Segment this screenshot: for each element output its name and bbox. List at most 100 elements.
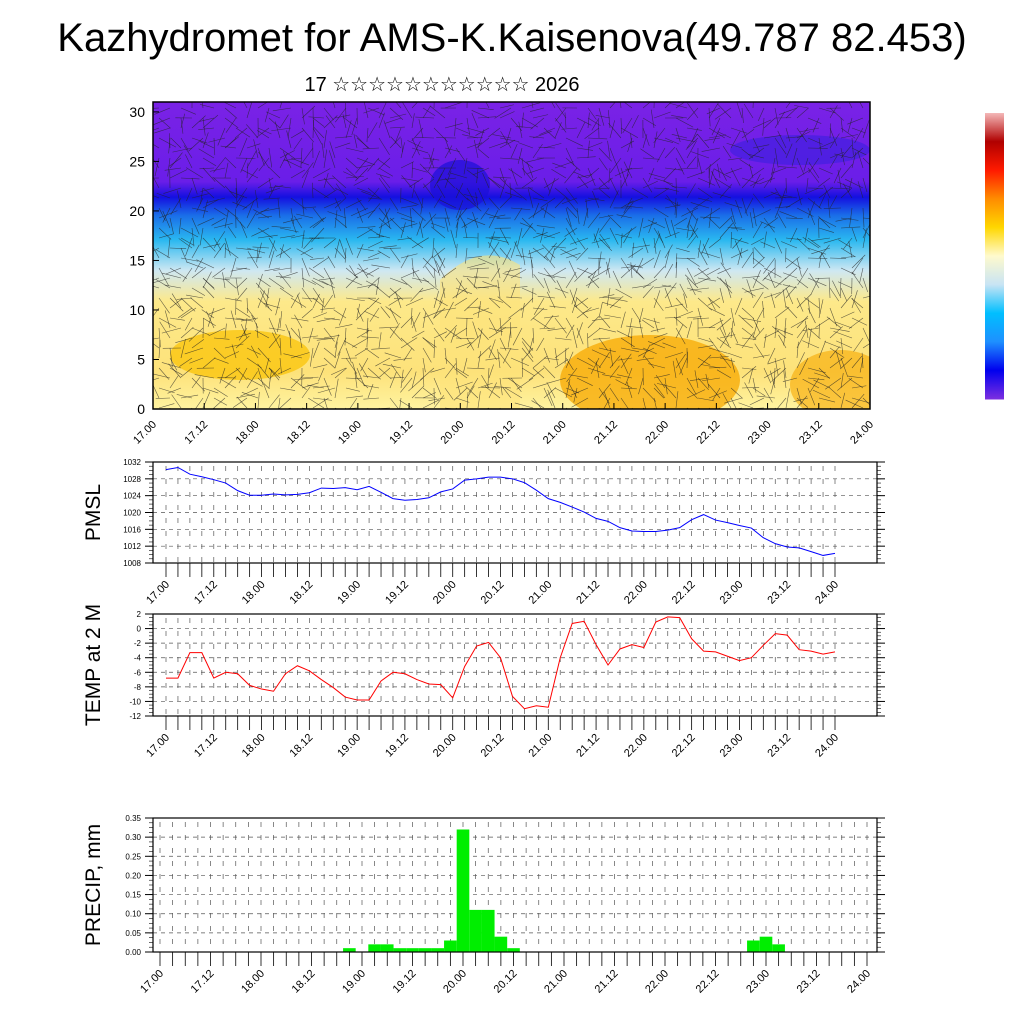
wind-barb xyxy=(395,291,402,309)
wind-barb xyxy=(367,383,374,399)
wind-barb xyxy=(796,330,807,349)
wind-barb xyxy=(351,117,358,136)
wind-barb xyxy=(599,316,611,329)
wind-barb xyxy=(163,187,182,194)
wind-barb xyxy=(739,159,754,169)
precip-bar xyxy=(444,940,457,952)
wind-barb xyxy=(843,237,853,250)
wind-barb xyxy=(235,332,252,339)
wind-barb xyxy=(339,307,347,326)
wind-barb xyxy=(785,285,797,299)
wind-barb xyxy=(169,375,179,389)
wind-barb xyxy=(547,389,556,409)
precip-bar xyxy=(380,944,394,952)
wind-barb xyxy=(351,337,369,348)
wind-barb xyxy=(499,195,513,209)
wind-barb xyxy=(555,102,567,119)
wind-barb xyxy=(278,272,292,289)
wind-barb xyxy=(730,387,743,399)
wind-barb xyxy=(697,354,712,369)
wind-barb xyxy=(265,187,281,194)
wind-barb xyxy=(488,141,507,149)
wind-barb xyxy=(463,236,479,239)
wind-barb xyxy=(603,397,611,409)
wind-barb xyxy=(708,238,722,249)
wind-barb xyxy=(851,127,866,134)
wind-barb xyxy=(575,296,589,309)
wind-barb xyxy=(783,194,798,199)
wind-barb xyxy=(737,247,743,265)
wind-barb xyxy=(329,278,336,299)
wind-barb xyxy=(497,279,501,299)
wind-barb xyxy=(275,247,292,257)
wind-barb xyxy=(806,177,809,193)
wind-barb xyxy=(323,347,336,358)
wind-barb xyxy=(840,287,848,302)
wind-barb xyxy=(782,284,798,289)
wind-barb xyxy=(383,247,402,249)
wind-barb xyxy=(466,137,483,139)
wind-barb xyxy=(510,269,527,279)
wind-barb xyxy=(533,297,545,315)
wind-barb xyxy=(674,197,677,215)
wind-barb xyxy=(279,337,282,356)
wind-barb xyxy=(290,352,310,359)
wind-barb xyxy=(235,187,238,207)
wind-barb xyxy=(609,120,615,139)
wind-barb xyxy=(528,247,545,255)
wind-barb xyxy=(686,287,702,293)
precip-bar xyxy=(393,948,407,952)
wind-barb xyxy=(675,353,686,369)
wind-barb xyxy=(505,192,523,199)
wind-barb xyxy=(845,399,864,409)
wind-barb xyxy=(323,397,328,409)
wind-barb xyxy=(664,244,673,259)
wind-barb xyxy=(537,295,556,299)
wind-barb xyxy=(727,352,743,359)
wind-barb xyxy=(484,385,501,399)
wind-barb xyxy=(760,221,776,229)
wind-barb xyxy=(321,297,325,313)
wind-barb xyxy=(756,307,765,321)
wind-barb xyxy=(455,367,469,377)
wind-barb xyxy=(502,347,512,364)
wind-barb xyxy=(640,148,655,159)
wind-barb xyxy=(334,142,351,149)
wind-barb xyxy=(828,278,831,299)
wind-barb xyxy=(278,397,281,409)
wind-barb xyxy=(616,330,633,339)
wind-barb xyxy=(168,157,182,167)
wind-barb xyxy=(774,201,782,219)
wind-barb xyxy=(257,102,269,109)
wind-barb xyxy=(264,267,281,272)
wind-barb xyxy=(488,127,501,138)
wind-barb xyxy=(543,127,556,139)
wind-barb xyxy=(612,270,622,289)
wind-barb xyxy=(686,127,702,131)
wind-barb xyxy=(175,337,193,343)
wind-barb xyxy=(378,332,382,349)
wind-barb xyxy=(543,347,551,363)
wind-barb xyxy=(367,236,384,239)
wind-barb xyxy=(706,267,721,276)
wind-barb xyxy=(312,119,314,139)
wind-barb xyxy=(323,357,336,369)
wind-barb xyxy=(473,286,490,289)
wind-barb xyxy=(264,357,270,373)
wind-barb xyxy=(493,176,512,179)
wind-barb xyxy=(463,357,468,373)
wind-barb xyxy=(477,129,485,149)
wind-barb xyxy=(342,116,358,129)
wind-barb xyxy=(334,334,340,349)
wind-barb xyxy=(312,297,325,308)
wind-barb xyxy=(804,297,820,309)
wind-barb xyxy=(608,167,611,184)
wind-barb xyxy=(180,177,200,180)
wind-barb xyxy=(532,143,543,159)
wind-barb xyxy=(697,240,701,259)
wind-barb xyxy=(389,327,403,342)
wind-barb xyxy=(774,327,794,336)
x-tick-label: 17.00 xyxy=(144,579,172,607)
wind-barb xyxy=(312,217,327,229)
wind-barb xyxy=(309,347,314,367)
